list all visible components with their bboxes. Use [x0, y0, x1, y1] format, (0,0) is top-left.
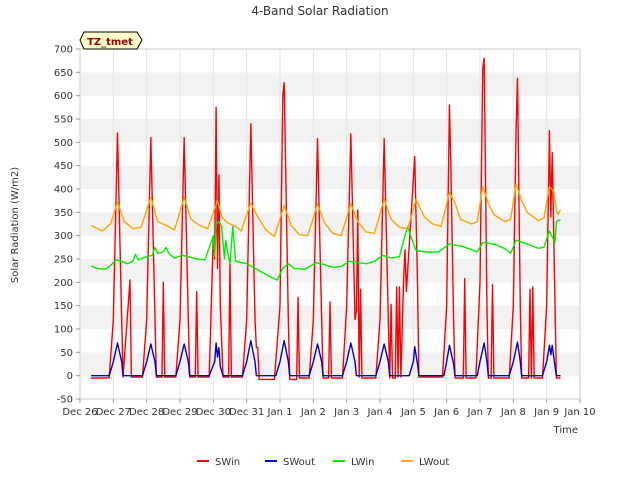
grid-band [80, 165, 580, 189]
y-tick-label: 200 [54, 278, 73, 289]
legend-label-swout: SWout [283, 457, 315, 468]
grid-band [80, 375, 580, 399]
y-axis-ticks: -50 0 50 100 150 200 250 300 350 400 450 500 550 600 6… [54, 45, 80, 406]
grid-band [80, 142, 580, 166]
x-tick-label: Jan 2 [300, 407, 326, 418]
series-line-swout [91, 339, 561, 377]
chart-title: 4-Band Solar Radiation [251, 4, 388, 18]
legend-label-lwin: LWin [351, 457, 374, 468]
tz-annotation: TZ_tmet [79, 31, 143, 50]
legend: SWin SWout LWin LWout [197, 457, 449, 468]
grid-band [80, 329, 580, 353]
y-tick-label: 50 [60, 348, 73, 359]
y-tick-label: 650 [54, 68, 73, 79]
y-tick-label: 450 [54, 161, 73, 172]
series-line-lwout [90, 183, 562, 238]
x-tick-label: Jan 7 [467, 407, 493, 418]
y-tick-label: 250 [54, 255, 73, 266]
x-axis-title: Time [553, 425, 578, 436]
y-tick-label: 300 [54, 231, 73, 242]
x-tick-label: Jan 4 [367, 407, 393, 418]
grid-band [80, 235, 580, 259]
x-tick-label: Jan 5 [400, 407, 426, 418]
x-tick-label: Dec 26 [62, 407, 97, 418]
grid-band [80, 212, 580, 236]
y-axis-title: Solar Radiation (W/m2) [10, 167, 21, 283]
y-tick-label: 400 [54, 185, 73, 196]
y-tick-label: 550 [54, 115, 73, 126]
grid-band [80, 259, 580, 283]
x-tick-label: Dec 27 [96, 407, 131, 418]
y-tick-label: 350 [54, 208, 73, 219]
x-tick-label: Jan 3 [333, 407, 359, 418]
grid-band [80, 189, 580, 213]
x-tick-label: Dec 29 [162, 407, 197, 418]
legend-label-lwout: LWout [419, 457, 449, 468]
y-tick-label: 150 [54, 301, 73, 312]
grid-band [80, 49, 580, 73]
y-tick-label: 700 [54, 45, 73, 56]
x-tick-label: Jan 1 [267, 407, 293, 418]
x-tick-label: Jan 9 [533, 407, 559, 418]
x-tick-label: Dec 31 [229, 407, 264, 418]
y-tick-label: -50 [57, 395, 73, 406]
grid-band [80, 119, 580, 143]
y-tick-label: 600 [54, 91, 73, 102]
y-tick-label: 500 [54, 138, 73, 149]
x-tick-label: Dec 30 [196, 407, 231, 418]
series-line-swin [91, 57, 561, 381]
x-tick-label: Dec 28 [129, 407, 164, 418]
tz-annotation-label: TZ_tmet [87, 37, 133, 48]
tz-annotation-box [79, 31, 143, 50]
legend-label-swin: SWin [215, 457, 240, 468]
plot-frame [79, 48, 581, 400]
x-tick-label: Jan 8 [500, 407, 526, 418]
y-tick-label: 100 [54, 325, 73, 336]
grid-band [80, 95, 580, 119]
grid-band [80, 282, 580, 306]
y-tick-label: 0 [67, 371, 73, 382]
series-line-lwin [90, 218, 561, 281]
x-tick-label: Jan 10 [563, 407, 595, 418]
grid-band [80, 72, 580, 96]
x-tick-label: Jan 6 [433, 407, 459, 418]
series-layer [90, 57, 562, 381]
